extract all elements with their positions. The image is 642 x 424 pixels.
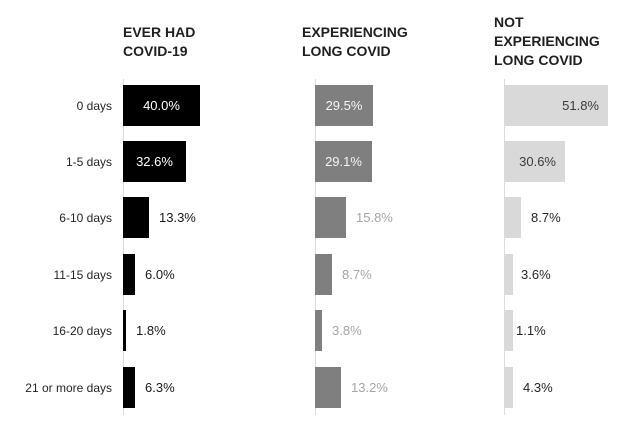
bar-value-label: 3.8% (332, 323, 362, 338)
category-label-2: 6-10 days (59, 210, 112, 225)
bar-s0-r0: 40.0% (123, 85, 200, 126)
bar-s0-r5 (123, 367, 135, 408)
bar-value-label: 51.8% (562, 98, 599, 113)
bar-s2-r1: 30.6% (504, 141, 565, 182)
column-header-ever-had-covid-19: EVER HAD COVID-19 (123, 24, 196, 59)
bar-s2-r4 (504, 310, 513, 351)
bar-value-label: 6.0% (145, 267, 175, 282)
axis-line-2 (504, 79, 505, 415)
bar-value-label: 29.5% (325, 98, 363, 113)
bar-s1-r0: 29.5% (315, 85, 373, 126)
bar-value-label: 3.6% (521, 267, 551, 282)
bar-s2-r2 (504, 197, 521, 238)
bar-value-label: 30.6% (519, 154, 556, 169)
bar-value-label: 4.3% (523, 380, 553, 395)
category-label-3: 11-15 days (53, 267, 112, 282)
bar-value-label: 1.1% (516, 323, 546, 338)
bar-value-label: 29.1% (325, 154, 362, 169)
bar-s1-r4 (315, 310, 322, 351)
bar-value-label: 32.6% (136, 154, 173, 169)
category-label-1: 1-5 days (65, 154, 112, 169)
bar-value-label: 15.8% (356, 210, 393, 225)
bar-s0-r4 (123, 310, 126, 351)
bar-value-label: 40.0% (143, 98, 180, 113)
bar-value-label: 13.3% (159, 210, 196, 225)
bar-s0-r3 (123, 254, 135, 295)
bar-s0-r1: 32.6% (123, 141, 186, 182)
bar-value-label: 1.8% (136, 323, 166, 338)
category-label-5: 21 or more days (25, 380, 112, 395)
bar-s2-r5 (504, 367, 513, 408)
axis-line-0 (123, 79, 124, 415)
bar-value-label: 8.7% (342, 267, 372, 282)
bar-s1-r1: 29.1% (315, 141, 372, 182)
bar-s1-r5 (315, 367, 341, 408)
bar-s1-r2 (315, 197, 346, 238)
bar-value-label: 6.3% (145, 380, 175, 395)
bar-value-label: 8.7% (531, 210, 561, 225)
bar-s2-r3 (504, 254, 513, 295)
bar-value-label: 13.2% (351, 380, 388, 395)
column-header-not-experiencing-long-covid: NOT EXPERIENCING LONG COVID (494, 14, 600, 68)
category-label-0: 0 days (76, 98, 112, 113)
axis-line-1 (315, 79, 316, 415)
bar-s2-r0: 51.8% (504, 85, 608, 126)
category-label-4: 16-20 days (52, 323, 112, 338)
bar-s0-r2 (123, 197, 149, 238)
bar-s1-r3 (315, 254, 332, 295)
column-header-experiencing-long-covid: EXPERIENCING LONG COVID (302, 24, 408, 59)
